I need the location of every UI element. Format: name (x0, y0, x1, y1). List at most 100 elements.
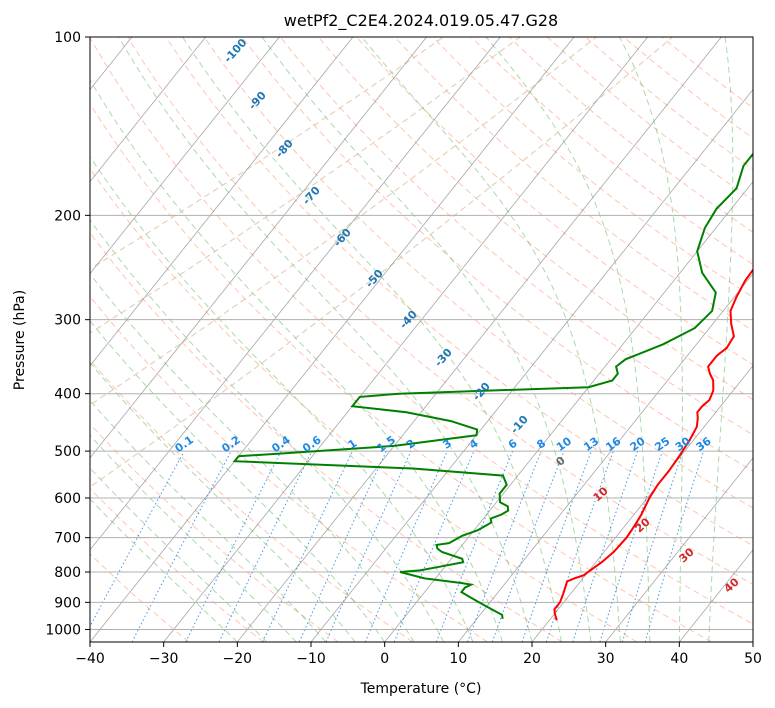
ice-curve (90, 37, 444, 270)
mixing-ratio-label: 6 (506, 437, 520, 452)
dry-adiabat (90, 231, 563, 642)
moist-adiabat (90, 434, 297, 642)
mixing-ratio-line (393, 450, 475, 642)
x-axis: −40 −30 −20 −10 0 10 20 30 40 50 (75, 642, 762, 667)
ice-curve (90, 37, 597, 406)
moist-adiabat (90, 320, 386, 642)
x-tick-label: −30 (149, 651, 179, 667)
x-axis-label: Temperature (°C) (360, 681, 482, 697)
mixing-ratio-line (298, 450, 387, 642)
dry-adiabat (318, 37, 753, 401)
mixing-ratio-line (325, 450, 412, 642)
isotherm (0, 37, 58, 642)
mixing-ratio-label: 4 (467, 437, 481, 452)
moist-adiabat (182, 37, 562, 642)
dry-adiabat-label: -20 (470, 380, 493, 404)
dry-adiabat (241, 37, 753, 472)
moist-adiabat-label: 40 (722, 575, 742, 595)
mixing-ratio-line (262, 450, 353, 642)
mixing-ratio-line (521, 450, 592, 642)
isotherm (384, 180, 753, 642)
isotherm (237, 37, 722, 642)
dry-adiabat-label: -90 (246, 89, 269, 113)
x-tick-label: 50 (744, 651, 762, 667)
moist-adiabat-label: 30 (677, 545, 697, 565)
mixing-ratio-line (364, 450, 448, 642)
dry-adiabat (90, 295, 488, 642)
moist-adiabat (708, 37, 734, 642)
moist-adiabat-label: 20 (633, 515, 653, 535)
mixing-ratio-line (467, 450, 542, 642)
moist-adiabat (90, 78, 503, 642)
temperature-profile (553, 268, 753, 621)
moist-adiabat (90, 498, 238, 642)
dry-adiabat-label: -100 (221, 36, 249, 65)
dry-adiabat (90, 103, 712, 642)
dry-adiabat (547, 37, 753, 201)
y-axis: 1000 900 800 700 600 500 400 300 200 100 (45, 30, 90, 638)
y-tick-label: 300 (54, 313, 81, 329)
mixing-ratio-line (185, 450, 282, 642)
plot-frame (89, 36, 754, 643)
isotherm (90, 37, 575, 642)
isotherm (90, 37, 501, 551)
y-tick-label: 400 (54, 387, 81, 403)
dry-adiabat-label: -70 (300, 184, 323, 208)
dry-adiabat (90, 487, 264, 642)
y-tick-label: 200 (54, 208, 81, 224)
mixing-ratio-line (545, 450, 614, 642)
x-tick-label: 40 (670, 651, 688, 667)
isotherm (310, 88, 753, 642)
moist-adiabat (90, 467, 268, 642)
dry-adiabat-label: -30 (432, 346, 455, 370)
y-tick-label: 100 (54, 30, 81, 46)
moist-adiabat (619, 37, 683, 642)
y-tick-label: 900 (54, 595, 81, 611)
moist-adiabat (90, 219, 445, 642)
x-tick-label: −20 (223, 651, 253, 667)
dry-adiabat (508, 37, 753, 233)
dry-adiabat-label: -80 (273, 137, 296, 161)
isotherm (163, 37, 648, 642)
isotherm (458, 273, 753, 642)
isotherm (90, 37, 354, 367)
mixing-ratio-label: 0.4 (269, 433, 293, 455)
y-axis-label: Pressure (hPa) (12, 290, 28, 390)
dry-adiabat (203, 37, 753, 509)
isotherm (90, 37, 206, 183)
mixing-ratio-line (491, 450, 565, 642)
dry-adiabat (661, 37, 753, 109)
mixing-ratio-label: 0.2 (219, 433, 242, 455)
mixing-ratio-label: 8 (534, 437, 548, 452)
x-tick-label: 20 (523, 651, 541, 667)
moist-adiabat (90, 273, 415, 642)
dry-adiabat (90, 423, 339, 642)
mixing-ratio-label: 1.5 (375, 433, 398, 455)
line-labels: -100-90-80-70-60-50-40-30-20-100.1 0.2 0.4… (173, 36, 742, 595)
x-tick-label: 10 (449, 651, 467, 667)
ice-curve (90, 37, 673, 488)
dry-adiabat (90, 37, 753, 625)
y-tick-label: 600 (54, 491, 81, 507)
isotherm (679, 549, 753, 642)
moist-adiabat (118, 37, 533, 642)
moist-adiabat (90, 361, 356, 642)
moist-adiabat-label: 0 (553, 454, 568, 469)
mixing-ratio-line (572, 450, 639, 642)
dry-adiabat-label: -60 (331, 226, 354, 250)
dry-adiabat-label: -10 (508, 413, 531, 437)
mixing-ratio-line (621, 450, 684, 642)
isotherm (531, 365, 753, 642)
dry-adiabat (356, 37, 753, 366)
x-tick-label: 30 (597, 651, 615, 667)
dry-adiabat (90, 167, 638, 642)
background-lines (0, 37, 753, 642)
y-tick-label: 500 (54, 444, 81, 460)
sounding-profiles (232, 152, 753, 621)
dry-adiabat (90, 553, 190, 642)
dry-adiabat (470, 37, 753, 266)
x-tick-label: −10 (296, 651, 326, 667)
y-tick-label: 700 (54, 531, 81, 547)
dewpoint-profile (232, 152, 753, 620)
